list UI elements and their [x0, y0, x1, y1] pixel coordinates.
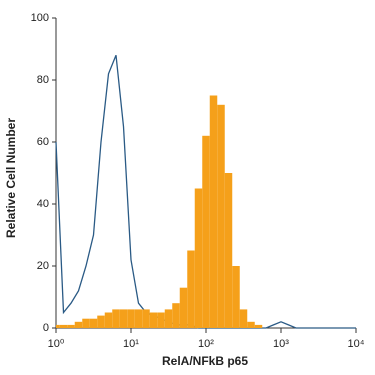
histogram-bar [67, 324, 75, 328]
histogram-bar [59, 324, 68, 328]
histogram-bar [209, 95, 218, 328]
histogram-bar [239, 309, 248, 328]
histogram-bar [142, 309, 150, 328]
histogram-bar [119, 309, 128, 328]
y-tick-label: 20 [37, 260, 49, 272]
histogram-bar [172, 303, 180, 328]
x-tick-label: 10⁴ [348, 338, 365, 350]
y-tick-label: 80 [37, 74, 49, 86]
histogram-bar [56, 324, 60, 328]
x-tick-label: 10² [198, 338, 214, 350]
histogram-bar [247, 321, 255, 328]
histogram-bar [104, 312, 113, 328]
histogram-bar [232, 266, 240, 328]
histogram-bar [82, 318, 90, 328]
histogram-bar [127, 309, 135, 328]
histogram-bar [224, 173, 233, 328]
x-tick-label: 10⁰ [48, 338, 65, 350]
histogram-bar [202, 135, 210, 328]
histogram-bar [179, 287, 188, 328]
y-tick-label: 0 [43, 322, 49, 334]
histogram-bar [74, 321, 83, 328]
x-tick-label: 10³ [273, 338, 289, 350]
histogram-bar [149, 312, 158, 328]
histogram-bar [97, 315, 105, 328]
x-axis-label: RelA/NFkB p65 [162, 354, 248, 368]
histogram-bar [112, 309, 120, 328]
histogram-bar [254, 324, 263, 328]
y-axis-label: Relative Cell Number [4, 118, 18, 238]
histogram-bar [157, 312, 165, 328]
histogram-bar [164, 309, 173, 328]
histogram-bar [134, 309, 143, 328]
y-tick-label: 40 [37, 198, 49, 210]
histogram-bar [194, 188, 203, 328]
histogram-bar [217, 104, 225, 328]
y-tick-label: 100 [31, 12, 49, 24]
histogram-bar [187, 250, 195, 328]
histogram-bar [89, 318, 98, 328]
x-tick-label: 10¹ [123, 338, 139, 350]
y-tick-label: 60 [37, 136, 49, 148]
